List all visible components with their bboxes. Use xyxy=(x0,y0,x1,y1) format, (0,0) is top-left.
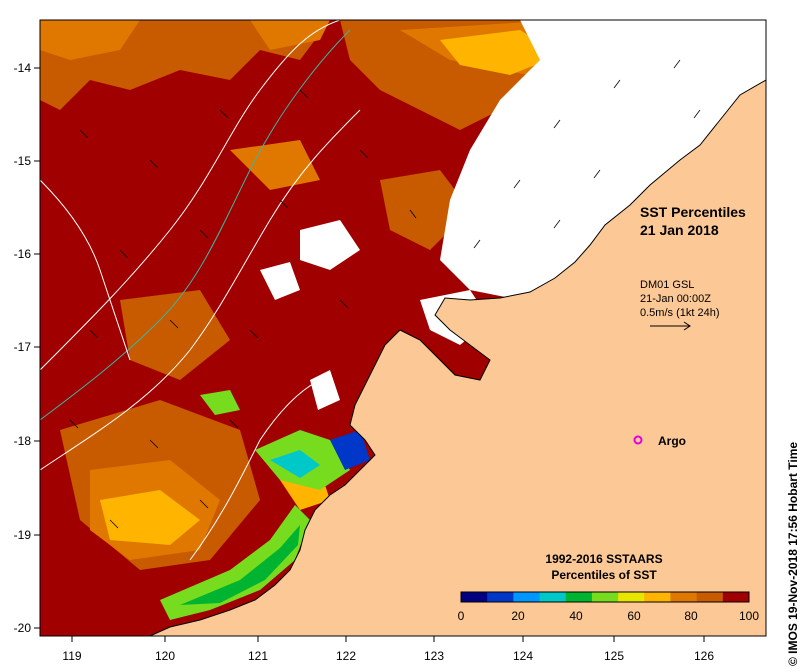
current-vectors xyxy=(69,59,701,529)
legend-swatch xyxy=(591,592,619,602)
scale-arrow xyxy=(650,321,691,331)
legend-swatch xyxy=(696,592,724,602)
credit-text: © IMOS 19-Nov-2018 17:56 Hobart Time xyxy=(786,442,800,666)
legend-tick-label: 0 xyxy=(458,609,465,623)
legend-swatch xyxy=(644,592,671,602)
current-source-label: DM01 GSL xyxy=(640,279,694,291)
land-mass xyxy=(149,79,766,636)
x-tick-label: 123 xyxy=(424,649,444,663)
y-tick-label: -20 xyxy=(14,621,32,635)
current-scale-label: 0.5m/s (1kt 24h) xyxy=(640,307,719,319)
legend-swatch xyxy=(618,592,645,602)
x-tick-label: 122 xyxy=(336,649,356,663)
bathymetry-contours xyxy=(40,20,361,561)
x-tick-label: 119 xyxy=(62,649,81,663)
x-tick-label: 125 xyxy=(604,649,624,663)
legend-subtitle: Percentiles of SST xyxy=(551,568,657,582)
argo-label: Argo xyxy=(658,434,686,448)
sst-cool-coastal-band xyxy=(160,390,370,620)
y-axis-ticks xyxy=(34,67,40,629)
legend-tick-label: 80 xyxy=(684,609,698,623)
legend-swatch xyxy=(461,592,488,602)
y-tick-label: -14 xyxy=(14,61,32,75)
legend-swatch xyxy=(722,592,750,602)
x-tick-label: 120 xyxy=(155,649,175,663)
x-tick-label: 124 xyxy=(513,649,533,663)
y-tick-label: -18 xyxy=(14,434,32,448)
y-tick-label: -16 xyxy=(14,247,32,261)
x-tick-label: 121 xyxy=(248,649,268,663)
legend-swatch xyxy=(539,592,567,602)
y-tick-label: -19 xyxy=(14,528,32,542)
map-frame xyxy=(39,19,767,637)
legend-colorbar xyxy=(461,592,750,602)
legend-swatch xyxy=(513,592,541,602)
argo-marker xyxy=(633,435,643,445)
legend-tick-label: 60 xyxy=(627,609,641,623)
x-tick-label: 126 xyxy=(694,649,714,663)
legend-frame xyxy=(460,591,750,603)
y-tick-label: -15 xyxy=(14,154,32,168)
current-time-label: 21-Jan 00:00Z xyxy=(640,293,711,305)
sst-warm-patches xyxy=(40,20,540,570)
map-plot-area xyxy=(40,20,766,636)
legend-tick-label: 40 xyxy=(569,609,583,623)
map-title: SST Percentiles xyxy=(640,204,746,220)
legend-tick-label: 20 xyxy=(511,609,525,623)
legend-swatch xyxy=(565,592,593,602)
map-date: 21 Jan 2018 xyxy=(640,222,719,238)
legend-title: 1992-2016 SSTAARS xyxy=(545,552,662,566)
legend-swatch xyxy=(487,592,514,602)
y-tick-label: -17 xyxy=(14,340,32,354)
x-axis-ticks xyxy=(71,636,705,642)
legend-tick-label: 100 xyxy=(739,609,759,623)
legend-swatch xyxy=(670,592,698,602)
